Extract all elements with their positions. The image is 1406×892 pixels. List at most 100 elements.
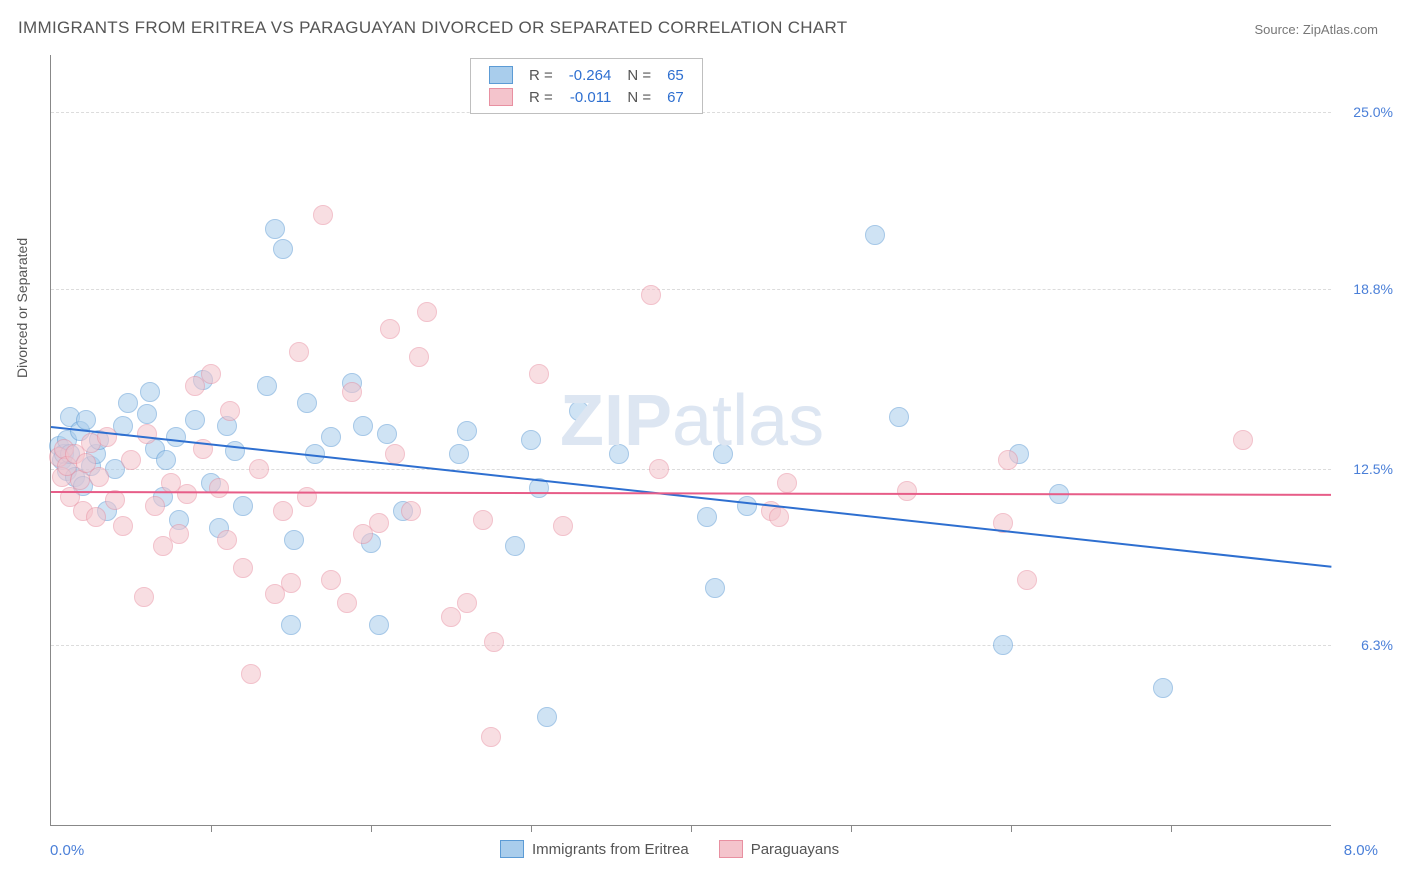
gridline [51, 469, 1331, 470]
data-point [737, 496, 757, 516]
data-point [241, 664, 261, 684]
legend-item-1: Immigrants from Eritrea [500, 840, 689, 858]
data-point [156, 450, 176, 470]
data-point [86, 507, 106, 527]
data-point [457, 593, 477, 613]
data-point [273, 239, 293, 259]
data-point [449, 444, 469, 464]
n-value-1: 65 [659, 64, 692, 86]
data-point [137, 424, 157, 444]
data-point [1153, 678, 1173, 698]
swatch-series-1 [489, 66, 513, 84]
x-tick [531, 825, 532, 832]
data-point [166, 427, 186, 447]
data-point [321, 427, 341, 447]
data-point [993, 635, 1013, 655]
x-tick [691, 825, 692, 832]
series-legend: Immigrants from Eritrea Paraguayans [490, 840, 849, 858]
data-point [169, 524, 189, 544]
data-point [217, 530, 237, 550]
gridline [51, 289, 1331, 290]
data-point [377, 424, 397, 444]
x-tick [371, 825, 372, 832]
r-value-2: -0.011 [561, 86, 620, 108]
series-1-name: Immigrants from Eritrea [532, 841, 689, 858]
data-point [121, 450, 141, 470]
data-point [505, 536, 525, 556]
x-axis-min-label: 0.0% [50, 842, 84, 859]
data-point [457, 421, 477, 441]
data-point [641, 285, 661, 305]
data-point [777, 473, 797, 493]
data-point [553, 516, 573, 536]
data-point [417, 302, 437, 322]
data-point [481, 727, 501, 747]
legend-row-series-2: R = -0.011 N = 67 [481, 86, 692, 108]
y-tick-label: 25.0% [1353, 104, 1393, 120]
data-point [865, 225, 885, 245]
r-label: R = [529, 67, 553, 84]
data-point [233, 496, 253, 516]
legend-row-series-1: R = -0.264 N = 65 [481, 64, 692, 86]
data-point [369, 615, 389, 635]
data-point [369, 513, 389, 533]
data-point [118, 393, 138, 413]
data-point [265, 219, 285, 239]
data-point [201, 364, 221, 384]
x-tick [211, 825, 212, 832]
data-point [321, 570, 341, 590]
n-label: N = [627, 89, 651, 106]
data-point [401, 501, 421, 521]
chart-plot-area: 6.3%12.5%18.8%25.0% [50, 55, 1331, 826]
gridline [51, 645, 1331, 646]
data-point [521, 430, 541, 450]
data-point [220, 401, 240, 421]
y-tick-label: 12.5% [1353, 461, 1393, 477]
data-point [70, 470, 90, 490]
correlation-legend: R = -0.264 N = 65 R = -0.011 N = 67 [470, 58, 703, 114]
data-point [897, 481, 917, 501]
y-axis-title: Divorced or Separated [14, 238, 30, 378]
swatch-series-1 [500, 840, 524, 858]
y-tick-label: 6.3% [1361, 637, 1393, 653]
data-point [249, 459, 269, 479]
data-point [145, 496, 165, 516]
data-point [137, 404, 157, 424]
data-point [97, 427, 117, 447]
r-label: R = [529, 89, 553, 106]
y-tick-label: 18.8% [1353, 281, 1393, 297]
n-label: N = [627, 67, 651, 84]
x-tick [1011, 825, 1012, 832]
data-point [649, 459, 669, 479]
data-point [484, 632, 504, 652]
data-point [609, 444, 629, 464]
data-point [233, 558, 253, 578]
data-point [705, 578, 725, 598]
data-point [140, 382, 160, 402]
data-point [281, 615, 301, 635]
data-point [441, 607, 461, 627]
x-axis-max-label: 8.0% [1344, 842, 1378, 859]
data-point [257, 376, 277, 396]
swatch-series-2 [719, 840, 743, 858]
legend-item-2: Paraguayans [719, 840, 839, 858]
data-point [297, 393, 317, 413]
data-point [177, 484, 197, 504]
data-point [273, 501, 293, 521]
series-2-name: Paraguayans [751, 841, 839, 858]
data-point [713, 444, 733, 464]
r-value-1: -0.264 [561, 64, 620, 86]
data-point [537, 707, 557, 727]
data-point [385, 444, 405, 464]
n-value-2: 67 [659, 86, 692, 108]
data-point [89, 467, 109, 487]
data-point [185, 410, 205, 430]
data-point [380, 319, 400, 339]
data-point [353, 416, 373, 436]
source-label: Source: ZipAtlas.com [1254, 22, 1378, 37]
data-point [313, 205, 333, 225]
data-point [209, 478, 229, 498]
data-point [281, 573, 301, 593]
data-point [284, 530, 304, 550]
data-point [569, 401, 589, 421]
